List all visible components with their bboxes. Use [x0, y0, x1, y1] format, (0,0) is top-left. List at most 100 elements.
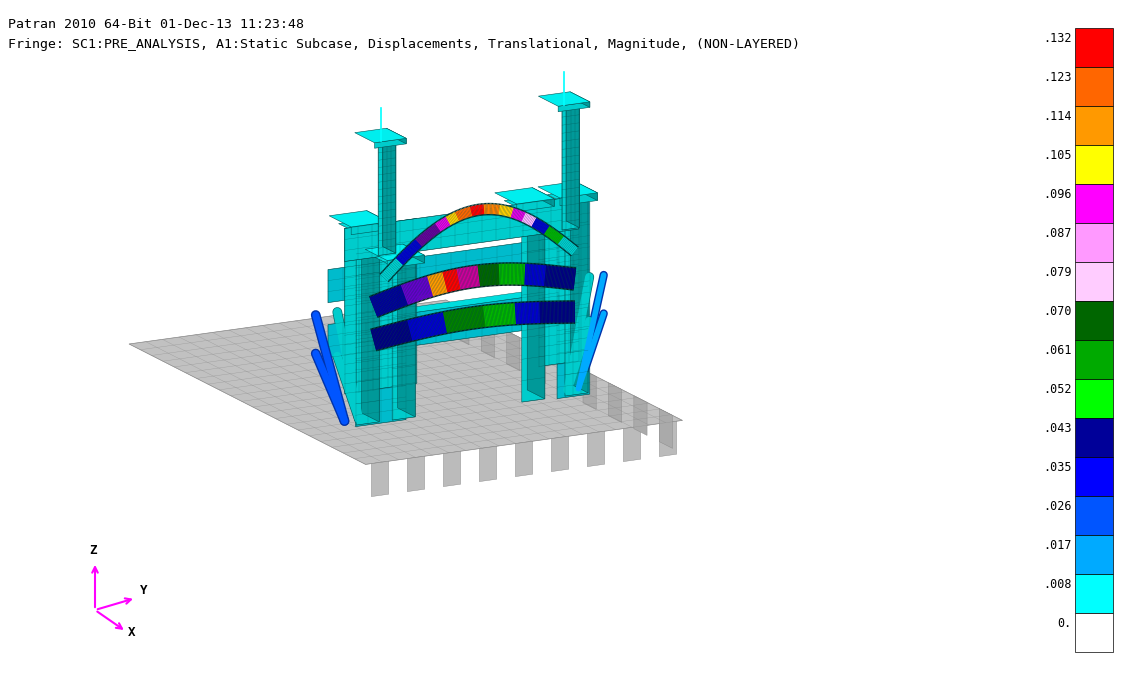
- Text: .008: .008: [1044, 578, 1072, 591]
- Bar: [1074, 613, 1113, 652]
- Text: 0.: 0.: [1057, 617, 1072, 630]
- Polygon shape: [456, 305, 468, 345]
- Bar: [1074, 379, 1113, 418]
- Polygon shape: [362, 220, 380, 422]
- Polygon shape: [565, 201, 588, 396]
- Bar: [1074, 535, 1113, 574]
- Polygon shape: [566, 100, 580, 228]
- Bar: [1074, 457, 1113, 496]
- Polygon shape: [522, 207, 545, 402]
- Polygon shape: [507, 331, 520, 370]
- Polygon shape: [547, 192, 588, 204]
- Text: .123: .123: [1044, 71, 1072, 84]
- Polygon shape: [623, 426, 640, 462]
- Polygon shape: [327, 237, 558, 303]
- Bar: [1074, 418, 1113, 457]
- Polygon shape: [575, 181, 597, 201]
- Polygon shape: [352, 286, 574, 323]
- Polygon shape: [345, 218, 416, 394]
- Text: .061: .061: [1044, 344, 1072, 357]
- Bar: [1074, 340, 1113, 379]
- Polygon shape: [570, 92, 590, 107]
- Bar: [1074, 301, 1113, 340]
- Polygon shape: [558, 102, 590, 112]
- Polygon shape: [374, 254, 415, 266]
- Polygon shape: [517, 198, 554, 211]
- Text: Patran 2010 64-Bit 01-Dec-13 11:23:48: Patran 2010 64-Bit 01-Dec-13 11:23:48: [8, 18, 304, 31]
- Polygon shape: [330, 211, 389, 227]
- Text: X: X: [128, 625, 135, 638]
- Bar: [1074, 262, 1113, 301]
- Polygon shape: [392, 263, 415, 420]
- Polygon shape: [495, 188, 554, 204]
- Text: .096: .096: [1044, 188, 1072, 201]
- Text: Z: Z: [89, 544, 97, 557]
- Polygon shape: [387, 128, 406, 144]
- Polygon shape: [608, 383, 622, 422]
- Polygon shape: [402, 244, 424, 263]
- Polygon shape: [659, 409, 672, 448]
- Bar: [1074, 184, 1113, 223]
- Polygon shape: [539, 196, 579, 366]
- Polygon shape: [504, 197, 545, 209]
- Polygon shape: [557, 357, 571, 396]
- Polygon shape: [366, 211, 389, 230]
- Bar: [1074, 223, 1113, 262]
- Bar: [1074, 106, 1113, 145]
- Polygon shape: [365, 261, 574, 302]
- Polygon shape: [443, 451, 460, 486]
- Polygon shape: [538, 181, 597, 198]
- Polygon shape: [355, 128, 406, 143]
- Bar: [1074, 574, 1113, 613]
- Polygon shape: [327, 293, 558, 357]
- Text: .043: .043: [1044, 422, 1072, 435]
- Polygon shape: [398, 254, 415, 417]
- Bar: [1074, 145, 1113, 184]
- Text: .052: .052: [1044, 383, 1072, 396]
- Polygon shape: [407, 456, 424, 492]
- Polygon shape: [388, 255, 424, 268]
- Polygon shape: [356, 229, 380, 425]
- Bar: [1074, 28, 1113, 67]
- Polygon shape: [374, 138, 406, 148]
- Polygon shape: [352, 254, 574, 289]
- Polygon shape: [551, 436, 568, 471]
- Text: .132: .132: [1044, 32, 1072, 45]
- Polygon shape: [588, 431, 605, 466]
- Polygon shape: [481, 318, 495, 358]
- Bar: [1074, 67, 1113, 106]
- Polygon shape: [382, 136, 396, 253]
- Polygon shape: [356, 227, 406, 427]
- Polygon shape: [528, 197, 545, 399]
- Text: .087: .087: [1044, 227, 1072, 240]
- Polygon shape: [532, 188, 554, 207]
- Polygon shape: [365, 244, 424, 261]
- Polygon shape: [480, 446, 497, 481]
- Polygon shape: [130, 300, 682, 464]
- Text: .026: .026: [1044, 500, 1072, 513]
- Text: .035: .035: [1044, 461, 1072, 474]
- Text: .114: .114: [1044, 110, 1072, 123]
- Polygon shape: [571, 192, 588, 393]
- Text: .079: .079: [1044, 266, 1072, 279]
- Polygon shape: [515, 441, 532, 477]
- Text: .070: .070: [1044, 305, 1072, 318]
- Polygon shape: [659, 421, 677, 457]
- Polygon shape: [372, 461, 389, 496]
- Polygon shape: [379, 143, 396, 256]
- Polygon shape: [532, 344, 546, 383]
- Polygon shape: [557, 202, 589, 398]
- Polygon shape: [538, 92, 590, 106]
- Text: Fringe: SC1:PRE_ANALYSIS, A1:Static Subcase, Displacements, Translational, Magni: Fringe: SC1:PRE_ANALYSIS, A1:Static Subc…: [8, 38, 800, 51]
- Text: .017: .017: [1044, 539, 1072, 552]
- Polygon shape: [345, 196, 579, 261]
- Polygon shape: [365, 293, 574, 336]
- Polygon shape: [583, 370, 596, 409]
- Polygon shape: [339, 220, 380, 233]
- Polygon shape: [351, 222, 389, 235]
- Polygon shape: [562, 106, 580, 230]
- Text: .105: .105: [1044, 149, 1072, 162]
- Bar: [1074, 496, 1113, 535]
- Text: Y: Y: [140, 584, 148, 597]
- Polygon shape: [561, 193, 597, 206]
